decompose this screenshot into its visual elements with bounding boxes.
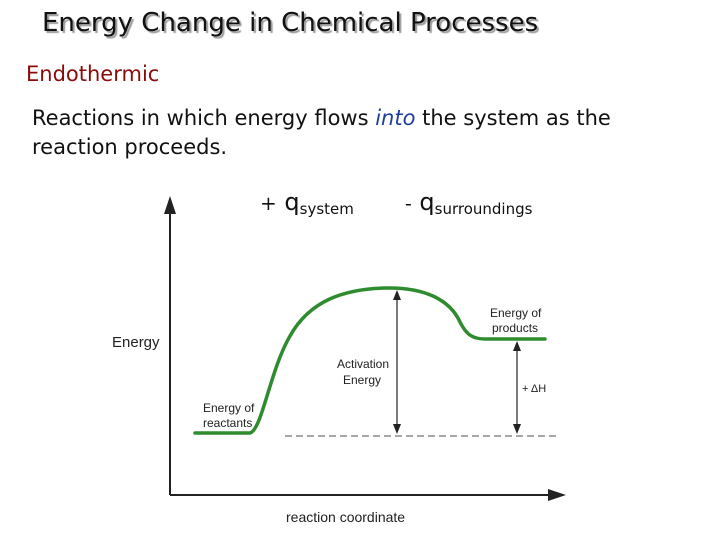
delta-h-label: + ΔH: [522, 383, 546, 395]
q-system-label: + qsystem: [260, 188, 354, 218]
reactants-label-line-1: Energy of: [203, 401, 255, 415]
definition-text: Reactions in which energy flows into the…: [32, 104, 692, 162]
y-axis-arrowhead: [164, 196, 176, 214]
activation-label-line-1: Activation: [337, 357, 389, 371]
q-surroundings-symbol: q: [419, 188, 435, 216]
reactants-label-line-2: reactants: [203, 416, 252, 430]
products-label-line-2: products: [492, 321, 538, 335]
section-subtitle: Endothermic: [26, 62, 160, 86]
q-surroundings-label: - qsurroundings: [405, 188, 532, 218]
q-surroundings-subscript: surroundings: [434, 200, 533, 218]
definition-text-start: Reactions in which energy flows: [32, 106, 376, 130]
q-system-symbol: q: [284, 188, 300, 216]
page-title: Energy Change in Chemical Processes: [42, 8, 539, 38]
definition-emphasis: into: [375, 106, 416, 130]
q-system-sign: +: [260, 191, 277, 215]
energy-curve: [193, 286, 547, 435]
activation-label-line-2: Energy: [343, 373, 381, 387]
x-axis-arrowhead: [548, 489, 566, 501]
delta-h-arrowhead-down: [513, 424, 521, 434]
q-surroundings-sign: -: [405, 191, 412, 215]
definition-text-end: the system as the reaction proceeds.: [32, 106, 611, 159]
activation-arrowhead-down: [393, 424, 401, 434]
delta-h-arrowhead-up: [513, 341, 521, 351]
q-system-subscript: system: [299, 200, 354, 218]
x-axis-label: reaction coordinate: [286, 509, 405, 525]
y-axis-label: Energy: [112, 334, 160, 351]
products-label-line-1: Energy of: [490, 306, 542, 320]
activation-arrowhead-up: [393, 290, 401, 300]
